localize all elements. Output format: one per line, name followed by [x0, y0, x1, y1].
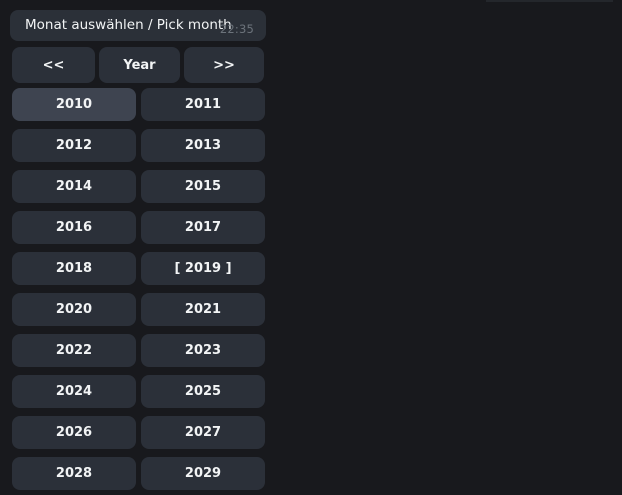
year-button[interactable]: 2014 — [12, 170, 136, 203]
year-button[interactable]: 2026 — [12, 416, 136, 449]
year-button[interactable]: 2023 — [141, 334, 265, 367]
year-button[interactable]: 2020 — [12, 293, 136, 326]
keyboard-nav-row: << Year >> — [12, 47, 264, 83]
year-mode-button[interactable]: Year — [99, 47, 180, 83]
year-button[interactable]: 2029 — [141, 457, 265, 490]
year-button[interactable]: 2012 — [12, 129, 136, 162]
bot-message-bubble: Monat auswählen / Pick month 22:35 — [10, 10, 266, 41]
year-button[interactable]: 2024 — [12, 375, 136, 408]
year-button[interactable]: 2016 — [12, 211, 136, 244]
year-button[interactable]: 2022 — [12, 334, 136, 367]
year-button[interactable]: 2021 — [141, 293, 265, 326]
year-button-selected[interactable]: [ 2019 ] — [141, 252, 265, 285]
year-button[interactable]: 2017 — [141, 211, 265, 244]
year-button[interactable]: 2027 — [141, 416, 265, 449]
cropped-element-edge — [486, 0, 613, 2]
year-button[interactable]: 2011 — [141, 88, 265, 121]
year-button[interactable]: 2015 — [141, 170, 265, 203]
year-grid: 2010 2011 2012 2013 2014 2015 2016 2017 … — [12, 88, 265, 490]
year-button[interactable]: 2028 — [12, 457, 136, 490]
year-button[interactable]: 2018 — [12, 252, 136, 285]
next-page-button[interactable]: >> — [184, 47, 264, 83]
prev-page-button[interactable]: << — [12, 47, 95, 83]
year-button[interactable]: 2010 — [12, 88, 136, 121]
message-text: Monat auswählen / Pick month — [25, 17, 232, 33]
year-button[interactable]: 2013 — [141, 129, 265, 162]
year-button[interactable]: 2025 — [141, 375, 265, 408]
message-timestamp: 22:35 — [219, 22, 254, 36]
